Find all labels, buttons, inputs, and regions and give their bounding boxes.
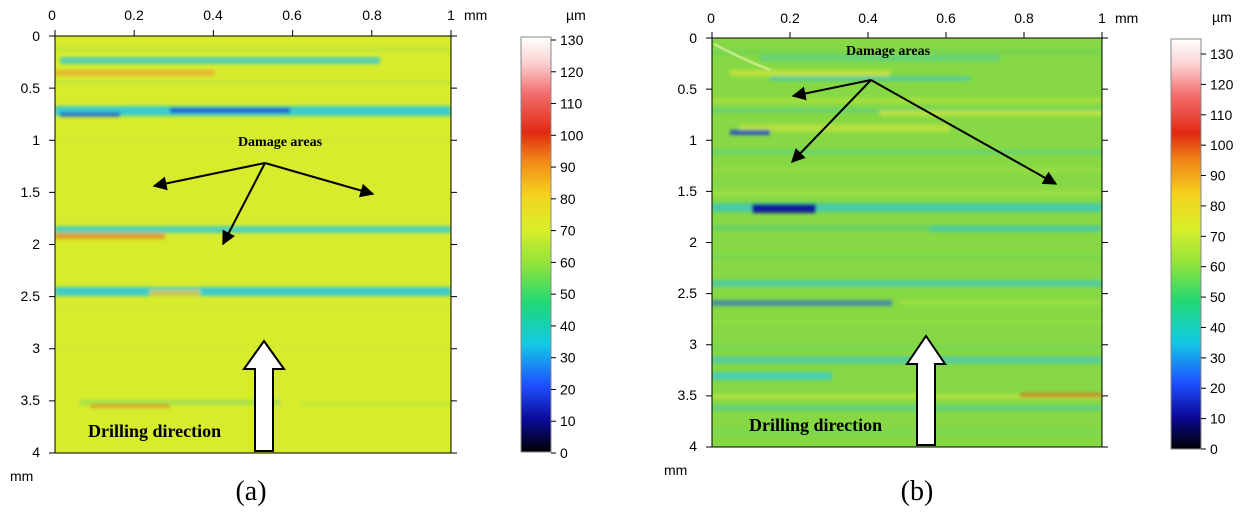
colorbar-a — [520, 36, 552, 453]
colorbar-tick-label: 10 — [1210, 411, 1226, 427]
caption-a: (a) — [235, 476, 266, 507]
y-tick-b-4: 2 — [689, 234, 697, 250]
annotation-drilling-a: Drilling direction — [88, 421, 221, 441]
panel-a: 0 0.2 0.4 0.6 0.8 1 mm 0 0.5 1 1.5 2 2.5… — [10, 7, 586, 507]
y-tick-a-0: 0 — [32, 28, 40, 44]
y-tick-b-6: 3 — [689, 336, 697, 352]
y-tick-a-3: 1.5 — [21, 184, 41, 200]
damage-arrows-a — [152, 162, 375, 246]
colorbar-tick-label: 110 — [560, 96, 583, 112]
damage-arrows-b — [791, 79, 1058, 185]
annotation-drilling-b: Drilling direction — [749, 415, 882, 435]
x-tick-b-0: 0 — [707, 10, 715, 26]
colorbar-unit-a: µm — [566, 7, 586, 23]
y-tick-a-2: 1 — [32, 132, 40, 148]
x-tick-a-0: 0 — [48, 7, 56, 23]
colorbar-tick-label: 50 — [1210, 289, 1226, 305]
drilling-arrow-b — [905, 334, 947, 446]
colorbar-tick-label: 0 — [560, 445, 568, 461]
colorbar-tick-label: 60 — [560, 254, 576, 270]
colorbar-tick-label: 50 — [560, 286, 576, 302]
colorbar-tick-label: 10 — [560, 413, 576, 429]
colorbar-tick-label: 80 — [560, 191, 576, 207]
x-tick-a-4: 0.8 — [362, 7, 382, 23]
colorbar-tick-label: 30 — [560, 350, 576, 366]
colorbar-tick-label: 70 — [560, 223, 576, 239]
colorbar-tick-label: 120 — [560, 64, 584, 80]
colorbar-tick-label: 80 — [1210, 198, 1226, 214]
colorbar-tick-label: 100 — [560, 127, 584, 143]
colorbar-tick-label: 30 — [1210, 350, 1226, 366]
caption-b: (b) — [901, 476, 934, 507]
surface-map-a — [55, 36, 451, 453]
y-tick-a-1: 0.5 — [21, 80, 41, 96]
colorbar-tick-label: 60 — [1210, 259, 1226, 275]
y-tick-b-1: 0.5 — [678, 81, 698, 97]
colorbar-tick-label: 40 — [560, 318, 576, 334]
colorbar-tick-label: 0 — [1210, 441, 1218, 457]
annotation-damage-b: Damage areas — [846, 44, 931, 59]
colorbar-b — [1170, 38, 1202, 450]
colorbar-tick-label: 20 — [1210, 380, 1226, 396]
x-unit-b: mm — [1115, 10, 1138, 26]
y-unit-a: mm — [10, 468, 33, 484]
x-tick-a-1: 0.2 — [124, 7, 144, 23]
surface-map-a-features — [55, 47, 451, 408]
colorbar-tick-label: 20 — [560, 381, 576, 397]
x-tick-b-2: 0.4 — [858, 10, 878, 26]
colorbar-tick-label: 100 — [1210, 137, 1234, 153]
y-tick-b-0: 0 — [689, 30, 697, 46]
colorbar-tick-label: 90 — [1210, 168, 1226, 184]
colorbar-tick-label: 130 — [560, 32, 584, 48]
x-tick-b-3: 0.6 — [936, 10, 956, 26]
y-tick-b-8: 4 — [689, 438, 697, 454]
y-tick-a-8: 4 — [32, 444, 40, 460]
y-tick-b-3: 1.5 — [678, 183, 698, 199]
x-tick-b-1: 0.2 — [780, 10, 800, 26]
y-tick-a-7: 3.5 — [21, 392, 41, 408]
drilling-arrow-a — [242, 339, 286, 452]
x-tick-b-4: 0.8 — [1014, 10, 1034, 26]
panel-b: 0 0.2 0.4 0.6 0.8 1 mm 0 0.5 1 1.5 2 2.5… — [664, 9, 1234, 507]
colorbar-tick-label: 110 — [1210, 107, 1233, 123]
colorbar-tick-label: 70 — [1210, 228, 1226, 244]
colorbar-tick-label: 130 — [1210, 46, 1234, 62]
x-tick-b-5: 1 — [1098, 10, 1106, 26]
surface-map-b-features — [712, 43, 1102, 434]
x-tick-a-5: 1 — [447, 7, 455, 23]
y-tick-b-5: 2.5 — [678, 285, 698, 301]
colorbar-tick-label: 90 — [560, 159, 576, 175]
y-tick-b-7: 3.5 — [678, 387, 698, 403]
y-tick-a-6: 3 — [32, 340, 40, 356]
annotation-damage-a: Damage areas — [238, 135, 323, 150]
colorbar-tick-label: 40 — [1210, 319, 1226, 335]
y-tick-a-4: 2 — [32, 236, 40, 252]
x-tick-a-2: 0.4 — [203, 7, 223, 23]
x-tick-a-3: 0.6 — [282, 7, 302, 23]
x-unit-a: mm — [464, 7, 487, 23]
y-tick-a-5: 2.5 — [21, 288, 41, 304]
colorbar-tick-label: 120 — [1210, 76, 1234, 92]
axis-ticks-a — [49, 30, 457, 454]
y-tick-b-2: 1 — [689, 132, 697, 148]
axis-ticks-b — [706, 32, 1108, 448]
colorbar-unit-b: µm — [1212, 9, 1232, 25]
y-unit-b: mm — [664, 462, 687, 478]
